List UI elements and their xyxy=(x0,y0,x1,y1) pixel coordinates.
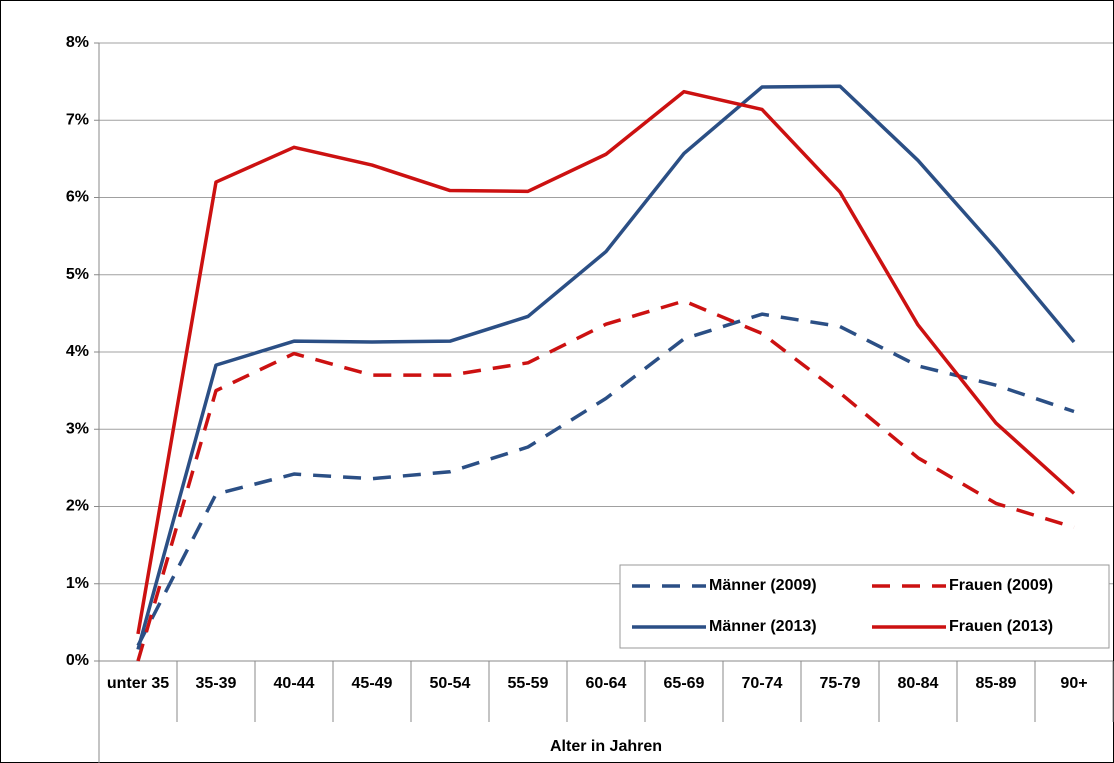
legend-label: Männer (2013) xyxy=(709,618,817,635)
x-tick-label: 75-79 xyxy=(820,675,861,692)
y-tick-label: 2% xyxy=(66,498,89,515)
y-tick-label: 6% xyxy=(66,189,89,206)
y-tick-label: 0% xyxy=(66,652,89,669)
y-tick-label: 7% xyxy=(66,111,89,128)
x-axis-label: Alter in Jahren xyxy=(550,738,662,755)
x-tick-label: 55-59 xyxy=(508,675,549,692)
x-tick-label: 45-49 xyxy=(352,675,393,692)
legend-label: Frauen (2013) xyxy=(949,618,1053,635)
y-tick-label: 5% xyxy=(66,266,89,283)
x-tick-label: 85-89 xyxy=(976,675,1017,692)
x-tick-label: 80-84 xyxy=(898,675,939,692)
y-tick-label: 4% xyxy=(66,343,89,360)
legend-box xyxy=(619,564,1110,649)
x-tick-label: unter 35 xyxy=(107,675,169,692)
legend-label: Männer (2009) xyxy=(709,577,817,594)
x-tick-label: 60-64 xyxy=(586,675,627,692)
x-tick-label: 40-44 xyxy=(274,675,315,692)
x-tick-label: 90+ xyxy=(1060,675,1087,692)
y-tick-label: 3% xyxy=(66,420,89,437)
y-tick-label: 1% xyxy=(66,575,89,592)
line-series xyxy=(136,299,1075,662)
x-tick-label: 35-39 xyxy=(196,675,237,692)
y-tick-label: 8% xyxy=(66,34,89,51)
x-tick-label: 70-74 xyxy=(742,675,783,692)
legend-label: Frauen (2009) xyxy=(949,577,1053,594)
line-series xyxy=(136,312,1075,647)
x-tick-label: 65-69 xyxy=(664,675,705,692)
line-series xyxy=(136,84,1076,650)
x-tick-label: 50-54 xyxy=(430,675,471,692)
line-series xyxy=(136,89,1076,635)
